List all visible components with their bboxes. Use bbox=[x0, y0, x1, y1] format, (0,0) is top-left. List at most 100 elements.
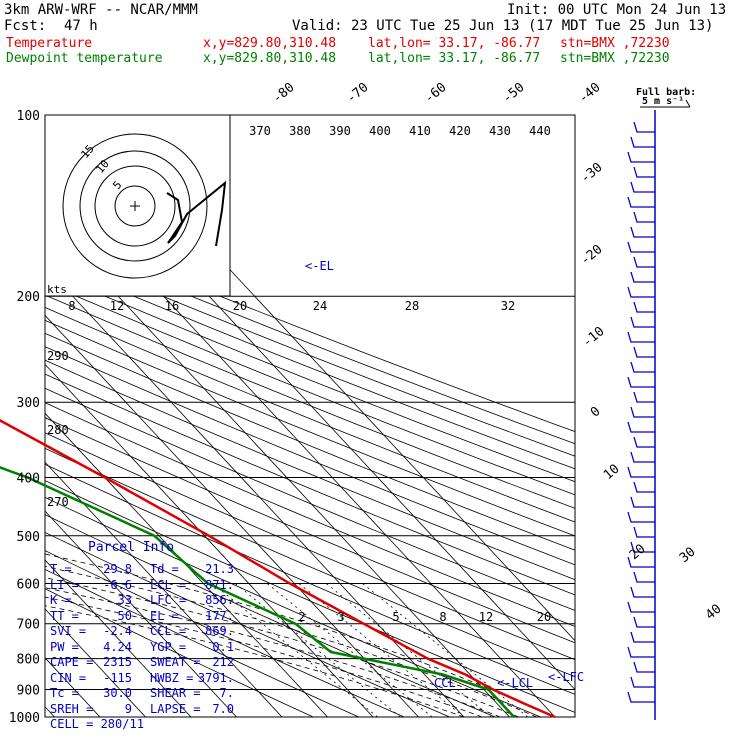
wind-barb bbox=[630, 541, 655, 553]
parcel-key: HWBZ = bbox=[150, 670, 194, 685]
dry-adiabat-label: 280 bbox=[47, 423, 69, 437]
temp-tick-label: 30 bbox=[677, 545, 699, 567]
dry-adiabat bbox=[45, 568, 359, 717]
parcel-key: SREH = bbox=[50, 701, 94, 716]
pressure-tick-label: 600 bbox=[17, 577, 40, 592]
parcel-row: SREH = 9 LAPSE = 7.0 bbox=[48, 702, 238, 716]
wind-barbs: Full barb:5 m s⁻¹ bbox=[627, 87, 696, 720]
parcel-value: 7. bbox=[219, 686, 234, 700]
parcel-row: K = 33 LFC = 856. bbox=[48, 593, 238, 607]
axis-label: 16 bbox=[165, 299, 179, 313]
wind-barb bbox=[627, 601, 655, 613]
dry-adiabat bbox=[45, 373, 575, 596]
wind-barb bbox=[633, 436, 655, 448]
dry-adiabat bbox=[45, 332, 575, 551]
wind-barb bbox=[633, 256, 655, 268]
theta-e-label: 410 bbox=[409, 124, 431, 138]
temp-tick-label: -40 bbox=[576, 80, 604, 107]
temperature-line bbox=[0, 419, 556, 719]
legend-temperature-latlon: lat,lon= 33.17, -86.77 bbox=[368, 36, 541, 51]
parcel-key: Td = bbox=[150, 562, 179, 576]
wind-barb bbox=[630, 406, 655, 418]
temp-tick-label: 0 bbox=[588, 404, 604, 421]
wind-barb bbox=[627, 151, 655, 163]
parcel-row: TT = 50 EL = 177. bbox=[48, 609, 238, 623]
wind-barb bbox=[633, 481, 655, 493]
temp-tick-label: -10 bbox=[580, 324, 608, 351]
wind-barb bbox=[630, 316, 655, 328]
mixing-ratio-label: 5 bbox=[392, 610, 399, 624]
wind-barb bbox=[630, 631, 655, 643]
theta-e-label: 420 bbox=[449, 124, 471, 138]
wind-barb bbox=[627, 691, 655, 703]
dry-adiabat bbox=[45, 417, 575, 644]
wind-barb bbox=[627, 196, 655, 208]
parcel-key: PW = bbox=[50, 639, 79, 654]
parcel-value: 871. bbox=[205, 577, 234, 592]
fcst-label: Fcst: bbox=[4, 18, 47, 34]
parcel-value: 0.1 bbox=[212, 639, 234, 654]
wind-barb bbox=[630, 271, 655, 283]
parcel-value: 9 bbox=[124, 701, 132, 716]
hodograph-ring bbox=[62, 133, 208, 279]
parcel-key: K = bbox=[50, 593, 72, 607]
valid-time: Valid: 23 UTC Tue 25 Jun 13 (17 MDT Tue … bbox=[292, 18, 714, 34]
parcel-key: LFC = bbox=[150, 593, 187, 607]
temp-tick-label: -70 bbox=[344, 80, 372, 107]
legend-dewpoint-latlon: lat,lon= 33.17, -86.77 bbox=[368, 51, 541, 66]
parcel-key: LI = bbox=[50, 577, 79, 592]
legend-temperature: Temperature bbox=[6, 36, 93, 51]
parcel-row: PW = 4.24 YGP = 0.1 bbox=[48, 640, 238, 654]
legend-temperature-stn: stn=BMX ,72230 bbox=[560, 36, 670, 51]
wind-barb bbox=[633, 346, 655, 358]
dry-adiabat bbox=[45, 235, 575, 445]
parcel-row: CAPE = 2315 SWEAT = 212 bbox=[48, 655, 238, 669]
parcel-key: TT = bbox=[50, 608, 79, 623]
wind-barb bbox=[633, 661, 655, 673]
mixing-ratio-label: 2 bbox=[298, 610, 305, 624]
parcel-key: CAPE = bbox=[50, 655, 94, 669]
dry-adiabat bbox=[45, 294, 575, 509]
wind-barb bbox=[630, 136, 655, 148]
dry-adiabat bbox=[45, 282, 575, 496]
wind-barb bbox=[633, 526, 655, 538]
parcel-row: T = 29.8 Td = 21.3 bbox=[48, 562, 238, 576]
mixing-ratio-label: 3 bbox=[337, 610, 344, 624]
parcel-key: CCL = bbox=[150, 624, 187, 638]
wind-barb bbox=[633, 166, 655, 178]
parcel-value: -115 bbox=[103, 670, 132, 685]
dry-adiabat-label: 290 bbox=[47, 349, 69, 363]
el-annotation: <-EL bbox=[305, 259, 334, 273]
parcel-row: CIN = -115 HWBZ = 3791. bbox=[48, 671, 238, 685]
dry-adiabat bbox=[45, 258, 575, 470]
dry-adiabat bbox=[45, 319, 575, 537]
parcel-value: 212 bbox=[212, 655, 234, 669]
isotherm-line bbox=[0, 115, 9, 717]
mixing-ratio-line bbox=[266, 583, 433, 717]
wind-barb bbox=[630, 496, 655, 508]
parcel-value: 869. bbox=[205, 624, 234, 638]
lfc-annotation: <-LFC bbox=[548, 670, 584, 684]
isotherm-line bbox=[45, 608, 146, 717]
parcel-row: CELL = 280/11 bbox=[48, 717, 238, 731]
temp-tick-label: -20 bbox=[578, 242, 606, 269]
pressure-tick-label: 800 bbox=[17, 653, 40, 668]
temp-tick-label: -30 bbox=[578, 160, 606, 187]
theta-e-label: 370 bbox=[249, 124, 271, 138]
pressure-tick-label: 100 bbox=[17, 109, 40, 124]
dry-adiabat bbox=[45, 480, 575, 713]
parcel-key: CIN = bbox=[50, 670, 87, 685]
init-time: Init: 00 UTC Mon 24 Jun 13 bbox=[507, 2, 727, 18]
wind-barb bbox=[630, 451, 655, 463]
dry-adiabat bbox=[45, 463, 575, 695]
legend-dewpoint: Dewpoint temperature bbox=[6, 51, 163, 66]
moist-adiabat bbox=[45, 566, 537, 717]
grid-layer bbox=[0, 114, 576, 718]
dry-adiabat bbox=[45, 402, 575, 627]
parcel-info-title: Parcel Info bbox=[88, 540, 175, 555]
axis-label: 12 bbox=[110, 299, 124, 313]
wind-barb bbox=[627, 556, 655, 568]
dry-adiabat bbox=[45, 346, 575, 566]
dry-adiabat bbox=[45, 550, 405, 717]
theta-e-label: 390 bbox=[329, 124, 351, 138]
